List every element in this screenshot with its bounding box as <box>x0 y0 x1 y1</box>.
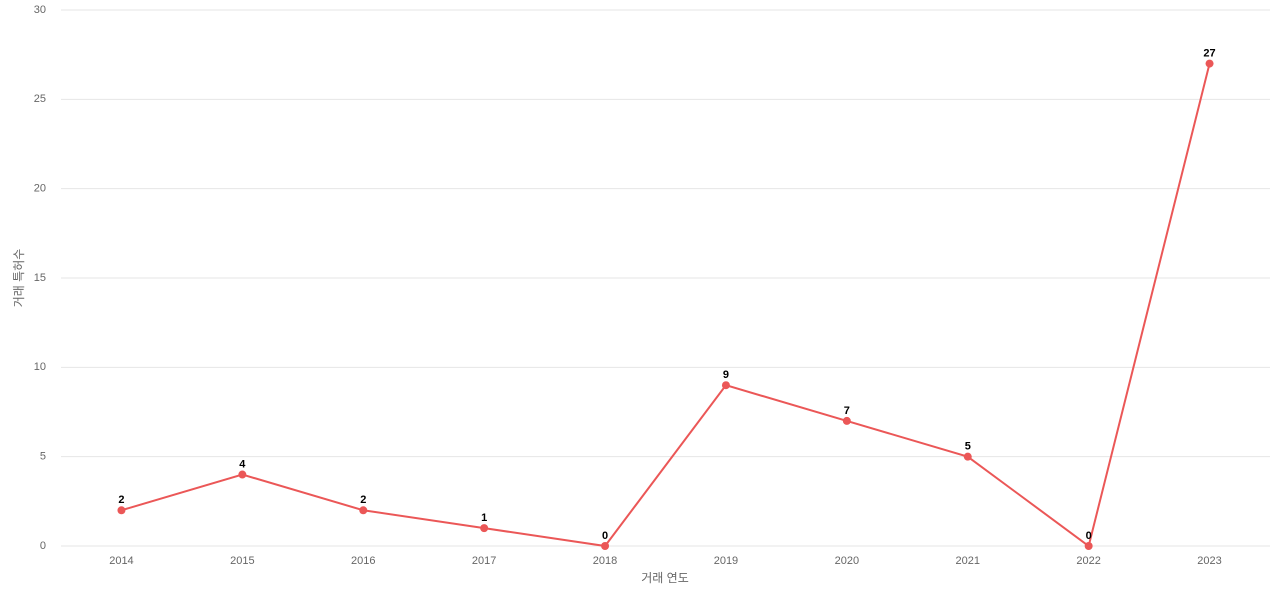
point <box>359 506 368 515</box>
x-tick-label: 2016 <box>351 555 375 567</box>
x-tick-label: 2014 <box>109 555 133 567</box>
y-axis-title: 거래 특허수 <box>12 249 26 308</box>
y-tick-label: 10 <box>34 361 46 373</box>
point <box>842 416 851 425</box>
point <box>1205 59 1214 68</box>
data-label: 0 <box>602 530 608 542</box>
y-tick-label: 5 <box>40 451 46 463</box>
x-axis-title: 거래 연도 <box>641 571 689 585</box>
data-label: 2 <box>360 494 366 506</box>
x-tick-label: 2015 <box>230 555 254 567</box>
y-tick-label: 0 <box>40 540 46 552</box>
point <box>117 506 126 515</box>
y-tick-label: 25 <box>34 93 46 105</box>
data-label: 5 <box>965 441 971 453</box>
x-tick-label: 2020 <box>835 555 859 567</box>
line <box>121 63 1211 548</box>
point <box>1084 542 1093 550</box>
x-tick-label: 2017 <box>472 555 496 567</box>
data-label: 27 <box>1203 48 1215 60</box>
x-tick-label: 2018 <box>593 555 617 567</box>
data-label: 2 <box>118 494 124 506</box>
y-tick-label: 15 <box>34 272 46 284</box>
data-label: 0 <box>1086 530 1092 542</box>
data-label: 7 <box>844 405 850 417</box>
point <box>601 542 610 550</box>
data-label: 9 <box>723 369 729 381</box>
x-tick-label: 2022 <box>1076 555 1100 567</box>
point <box>721 381 730 390</box>
data-label: 1 <box>481 512 487 524</box>
point <box>480 524 489 533</box>
x-tick-label: 2023 <box>1197 555 1221 567</box>
y-tick-label: 20 <box>34 183 46 195</box>
x-tick-label: 2019 <box>714 555 738 567</box>
data-label: 4 <box>239 458 246 470</box>
x-tick-label: 2021 <box>956 555 980 567</box>
point <box>238 470 247 479</box>
point <box>963 452 972 461</box>
y-tick-label: 30 <box>34 4 46 16</box>
